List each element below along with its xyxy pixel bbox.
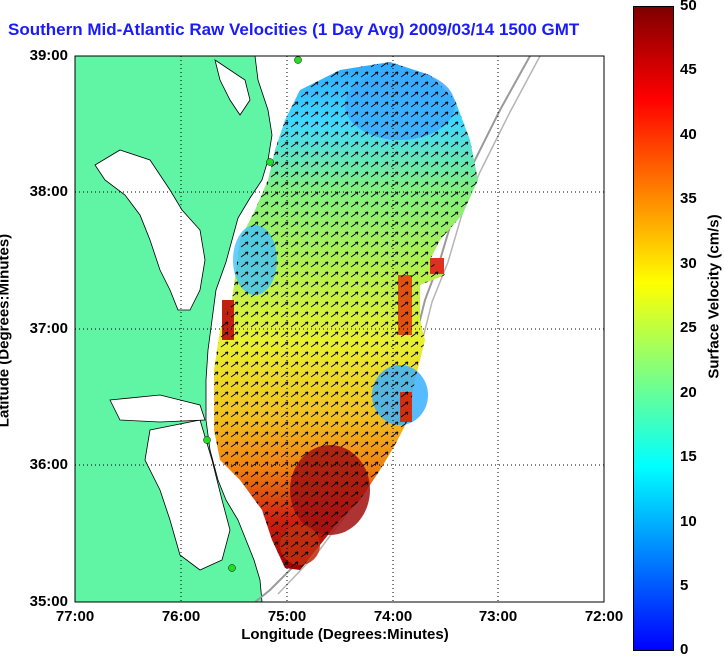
map-title: Southern Mid-Atlantic Raw Velocities (1 …: [8, 20, 580, 39]
pamlico-sound: [144, 419, 231, 571]
colorbar-label: Surface Velocity (cm/s): [705, 214, 723, 379]
colorbar-tick-label: 0: [680, 641, 689, 658]
colorbar-tick-label: 5: [680, 577, 689, 594]
colorbar-tick-label: 25: [680, 319, 697, 336]
velocity-arrows: [214, 62, 478, 570]
y-tick-label: 36:00: [29, 456, 68, 473]
x-tick-label: 75:00: [267, 608, 307, 625]
y-tick-label: 37:00: [29, 320, 68, 337]
y-axis-label: Latitude (Degrees:Minutes): [0, 233, 13, 428]
colorbar-tick-label: 10: [680, 513, 697, 530]
radar-station: [203, 436, 211, 444]
y-tick-label: 39:00: [29, 47, 68, 64]
colorbar-tick-label: 45: [680, 61, 697, 78]
x-tick-label: 72:00: [584, 608, 624, 625]
colorbar-tick-label: 40: [680, 126, 697, 143]
colorbar-tick-label: 50: [680, 0, 697, 14]
x-tick-label: 73:00: [478, 608, 518, 625]
x-tick-label: 74:00: [373, 608, 413, 625]
y-tick-label: 38:00: [29, 183, 68, 200]
colorbar-tick-label: 35: [680, 190, 697, 207]
colorbar-tick-label: 15: [680, 448, 697, 465]
colorbar: [633, 6, 674, 651]
radar-station: [228, 564, 236, 572]
albemarle-sound: [109, 394, 206, 423]
y-tick-label: 35:00: [29, 593, 68, 610]
radar-station: [266, 158, 274, 166]
colorbar-tick-label: 30: [680, 255, 697, 272]
delaware-bay: [214, 59, 251, 116]
radar-station: [294, 56, 302, 64]
colorbar-tick-label: 20: [680, 384, 697, 401]
x-axis-label: Longitude (Degrees:Minutes): [241, 626, 449, 643]
grid-lines: [75, 56, 604, 602]
x-tick-label: 76:00: [161, 608, 201, 625]
chesapeake-bay: [94, 149, 206, 311]
x-tick-label: 77:00: [55, 608, 95, 625]
